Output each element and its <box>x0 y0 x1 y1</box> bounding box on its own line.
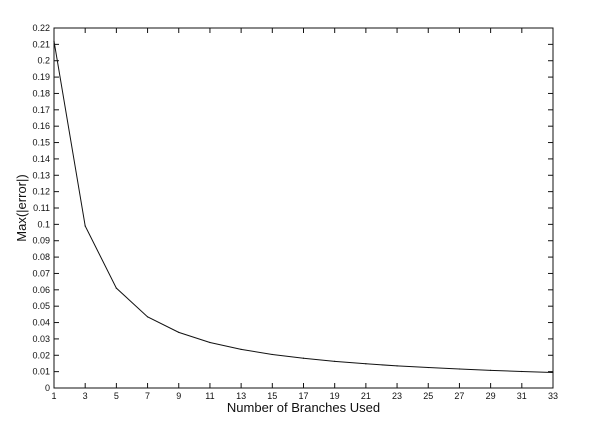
y-tick-label: 0.03 <box>32 334 50 344</box>
x-tick-label: 7 <box>145 391 150 401</box>
x-tick-label: 27 <box>454 391 464 401</box>
data-points <box>53 40 554 374</box>
data-point <box>302 357 305 359</box>
data-point <box>146 316 149 318</box>
x-tick-label: 1 <box>51 391 56 401</box>
x-tick-label: 11 <box>205 391 214 401</box>
data-point <box>552 371 554 374</box>
y-tick-label: 0.04 <box>32 318 50 328</box>
y-tick-label: 0.02 <box>32 350 50 360</box>
y-tick-label: 0.01 <box>32 367 50 377</box>
x-tick-label: 17 <box>298 391 308 401</box>
y-tick-label: 0.09 <box>32 236 50 246</box>
y-tick-label: 0.11 <box>33 203 50 213</box>
y-tick-label: 0.05 <box>32 301 50 311</box>
x-tick-label: 29 <box>486 391 496 401</box>
y-tick-label: 0 <box>45 383 50 393</box>
data-point <box>490 369 492 371</box>
y-tick-label: 0.14 <box>32 154 50 164</box>
data-point <box>271 353 273 356</box>
data-point <box>115 287 117 289</box>
x-tick-label: 3 <box>83 391 88 401</box>
axis-ticks <box>53 27 554 389</box>
x-axis-label: Number of Branches Used <box>227 400 380 415</box>
data-point <box>458 368 461 370</box>
data-point <box>178 331 180 333</box>
data-point <box>521 370 523 373</box>
y-tick-label: 0.1 <box>37 219 50 229</box>
x-tick-label: 31 <box>517 391 527 401</box>
y-tick-label: 0.06 <box>32 285 50 295</box>
y-tick-label: 0.16 <box>32 121 50 131</box>
x-tick-label: 25 <box>423 391 433 401</box>
data-point <box>396 365 398 367</box>
plot-frame <box>53 27 554 389</box>
data-point <box>240 348 242 350</box>
data-point <box>427 366 429 369</box>
x-tick-labels: 1 3 5 7 9 11 13 15 17 19 21 23 25 27 29 31 33 <box>51 391 558 401</box>
y-axis-label: Max(|error|) <box>14 174 29 241</box>
y-tick-label: 0.12 <box>32 187 50 197</box>
data-point <box>365 363 367 365</box>
y-tick-label: 0.21 <box>32 39 50 49</box>
x-tick-label: 23 <box>392 391 402 401</box>
x-tick-label: 5 <box>114 391 119 401</box>
x-tick-label: 21 <box>361 391 371 401</box>
y-tick-label: 0.19 <box>32 72 50 82</box>
y-tick-label: 0.22 <box>32 23 50 33</box>
series-line <box>53 41 554 373</box>
y-tick-label: 0.13 <box>32 170 50 180</box>
data-point <box>209 341 211 344</box>
y-tick-label: 0.18 <box>32 88 50 98</box>
data-point <box>84 225 86 227</box>
x-tick-label: 13 <box>236 391 246 401</box>
y-tick-label: 0.2 <box>37 56 50 66</box>
y-tick-label: 0.08 <box>32 252 50 262</box>
y-tick-labels: 0 0.01 0.02 0.03 0.04 0.05 0.06 0.07 0.08 0.09 0.1… <box>32 23 50 393</box>
data-point <box>334 360 336 362</box>
y-tick-label: 0.07 <box>32 268 50 278</box>
y-tick-label: 0.17 <box>32 105 50 115</box>
x-tick-label: 19 <box>330 391 340 401</box>
x-tick-label: 15 <box>267 391 277 401</box>
x-tick-label: 33 <box>548 391 558 401</box>
data-point <box>53 40 55 42</box>
x-tick-label: 9 <box>176 391 181 401</box>
y-tick-label: 0.15 <box>32 138 50 148</box>
